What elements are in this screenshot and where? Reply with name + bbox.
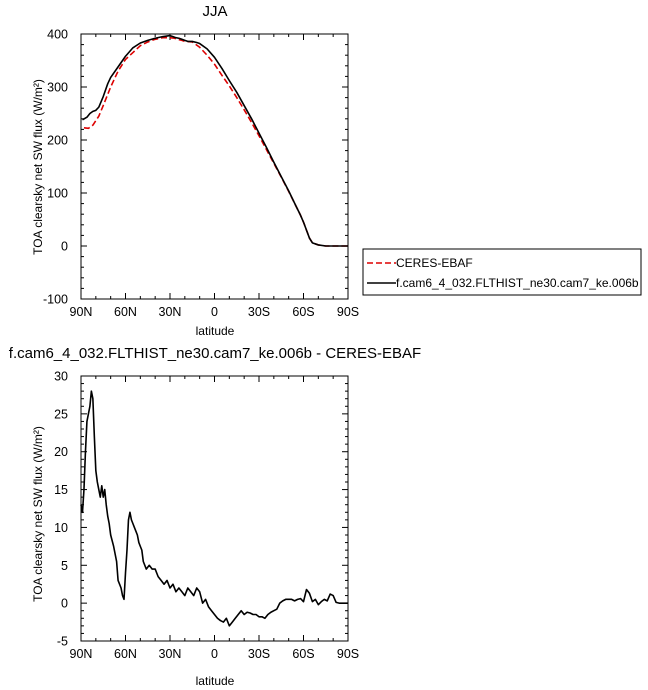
bottom-series-line-0 xyxy=(80,390,348,627)
bottom-xtick-label: 30S xyxy=(248,647,270,661)
top-series-line-0 xyxy=(83,36,348,247)
bottom-ytick-label: -5 xyxy=(57,635,68,649)
top-chart-title: JJA xyxy=(202,3,227,20)
top-ytick-label: 400 xyxy=(47,28,68,42)
top-xtick-label: 60N xyxy=(114,305,137,319)
top-plot-frame xyxy=(80,33,349,300)
bottom-xtick-label: 90N xyxy=(70,647,93,661)
top-xtick-label: 30S xyxy=(248,305,270,319)
top-xtick-label: 90S xyxy=(337,305,359,319)
legend: CERES-EBAF f.cam6_4_032.FLTHIST_ne30.cam… xyxy=(362,248,642,296)
bottom-ytick-label: 5 xyxy=(61,559,68,573)
bottom-xtick-label: 60S xyxy=(292,647,314,661)
bottom-chart-title: f.cam6_4_032.FLTHIST_ne30.cam7_ke.006b -… xyxy=(9,345,421,362)
top-ytick-label: 0 xyxy=(61,240,68,254)
bottom-ytick-label: 0 xyxy=(61,597,68,611)
bottom-ytick-label: 30 xyxy=(54,370,68,384)
bottom-ytick-label: 20 xyxy=(54,445,68,459)
top-xtick-label: 60S xyxy=(292,305,314,319)
top-panel: JJA TOA clearsky net SW flux (W/m²) lati… xyxy=(31,3,359,338)
top-ytick-label: 200 xyxy=(47,134,68,148)
bottom-chart-ylabel: TOA clearsky net SW flux (W/m²) xyxy=(31,426,45,602)
bottom-xtick-label: 30N xyxy=(159,647,182,661)
legend-label-model: f.cam6_4_032.FLTHIST_ne30.cam7_ke.006b xyxy=(396,276,639,290)
bottom-ytick-label: 25 xyxy=(54,407,68,421)
top-xtick-label: 30N xyxy=(159,305,182,319)
bottom-xtick-label: 60N xyxy=(114,647,137,661)
bottom-ytick-label: 10 xyxy=(54,521,68,535)
bottom-xtick-label: 0 xyxy=(211,647,218,661)
bottom-chart-xlabel: latitude xyxy=(196,674,235,688)
bottom-ytick-label: 15 xyxy=(54,483,68,497)
top-ytick-label: -100 xyxy=(43,293,68,307)
bottom-plot-frame xyxy=(80,375,349,642)
top-xtick-label: 0 xyxy=(211,305,218,319)
top-ytick-label: 100 xyxy=(47,187,68,201)
legend-label-ceres: CERES-EBAF xyxy=(396,256,473,270)
bottom-panel: f.cam6_4_032.FLTHIST_ne30.cam7_ke.006b -… xyxy=(9,345,421,688)
top-series-line-1 xyxy=(82,34,348,247)
top-chart-xlabel: latitude xyxy=(196,324,235,338)
top-xtick-label: 90N xyxy=(70,305,93,319)
top-ytick-label: 300 xyxy=(47,81,68,95)
top-chart-ylabel: TOA clearsky net SW flux (W/m²) xyxy=(31,79,45,255)
legend-box xyxy=(362,248,642,296)
bottom-xtick-label: 90S xyxy=(337,647,359,661)
